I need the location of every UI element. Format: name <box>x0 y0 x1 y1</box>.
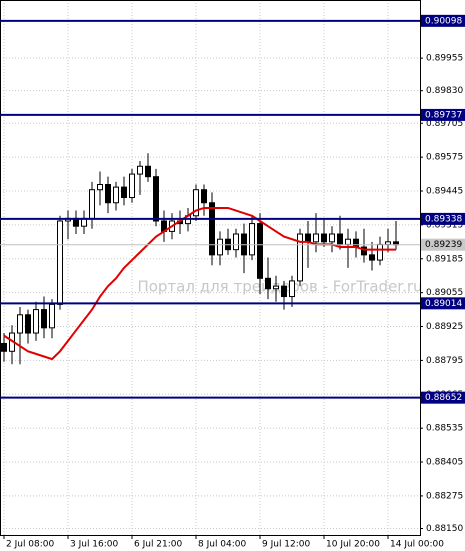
candle-body <box>201 189 207 204</box>
candle-body <box>153 176 159 222</box>
candle-body <box>49 303 55 329</box>
candle-body <box>121 186 127 199</box>
candle-body <box>257 223 263 279</box>
y-tick-label: 0.89575 <box>426 153 463 163</box>
candle-body <box>57 220 63 305</box>
candle-body <box>33 309 39 334</box>
candle-body <box>209 202 215 256</box>
x-tick-label: 2 Jul 08:00 <box>6 540 55 550</box>
candle-body <box>89 189 95 219</box>
candle-body <box>353 238 359 248</box>
y-tick-label: 0.89315 <box>426 220 463 230</box>
level-label-box <box>421 14 465 27</box>
candle-body <box>321 233 327 243</box>
y-tick-label: 0.89955 <box>426 54 463 64</box>
candle-body <box>97 184 103 191</box>
candle-body <box>385 241 391 245</box>
candle-body <box>217 238 223 256</box>
y-tick-label: 0.89185 <box>426 254 463 264</box>
candle-body <box>281 285 287 298</box>
current-price-label: 0.89239 <box>425 240 462 250</box>
candle-body <box>41 309 47 329</box>
candle-body <box>313 233 319 243</box>
plot-frame <box>0 0 421 536</box>
y-tick-label: 0.89445 <box>426 187 463 197</box>
y-tick-label: 0.88275 <box>426 491 463 501</box>
candle-body <box>1 342 7 352</box>
candle-body <box>233 233 239 251</box>
x-tick-label: 9 Jul 12:00 <box>262 540 311 550</box>
plot <box>1 153 399 365</box>
candle-body <box>297 233 303 282</box>
candle-body <box>129 173 135 199</box>
level-label: 0.89014 <box>425 299 462 309</box>
candle-body <box>113 186 119 204</box>
candle-body <box>305 233 311 243</box>
y-tick-label: 0.88535 <box>426 424 463 434</box>
candle-body <box>249 223 255 256</box>
candle-body <box>265 277 271 290</box>
level-label-box <box>421 108 465 121</box>
candle-body <box>345 238 351 245</box>
grid <box>0 0 420 535</box>
candle-body <box>361 246 367 256</box>
x-tick-label: 10 Jul 20:00 <box>326 540 380 550</box>
y-tick-label: 0.88405 <box>426 458 463 468</box>
level-label-box <box>421 212 465 225</box>
level-label: 0.89338 <box>425 214 462 224</box>
candle-body <box>105 184 111 204</box>
y-tick-label: 0.88925 <box>426 322 463 332</box>
x-tick-label: 14 Jul 00:00 <box>390 540 444 550</box>
level-label-box <box>421 391 465 404</box>
watermark: Портал для трейдеров - ForTrader.ru <box>137 278 422 296</box>
level-label-box <box>421 297 465 310</box>
candle-body <box>25 314 31 334</box>
candle-body <box>289 280 295 298</box>
level-label: 0.88652 <box>425 393 462 403</box>
x-tick-label: 8 Jul 04:00 <box>198 540 247 550</box>
candle-body <box>137 165 143 175</box>
x-tick-label: 6 Jul 21:00 <box>134 540 183 550</box>
level-label: 0.89737 <box>425 110 462 120</box>
candle-body <box>377 243 383 261</box>
level-label: 0.90098 <box>425 16 462 26</box>
candle-body <box>273 285 279 290</box>
y-tick-label: 0.89830 <box>426 86 463 96</box>
candle-body <box>17 314 23 334</box>
candle-body <box>369 254 375 261</box>
y-tick-label: 0.88150 <box>426 524 463 534</box>
y-tick-label: 0.89055 <box>426 288 463 298</box>
candle-body <box>329 233 335 243</box>
y-tick-label: 0.88795 <box>426 356 463 366</box>
y-tick-label: 0.89705 <box>426 119 463 129</box>
current-price-box <box>421 238 465 251</box>
candle-body <box>145 165 151 178</box>
x-tick-label: 3 Jul 16:00 <box>70 540 119 550</box>
candle-body <box>193 189 199 217</box>
candle-body <box>337 233 343 245</box>
